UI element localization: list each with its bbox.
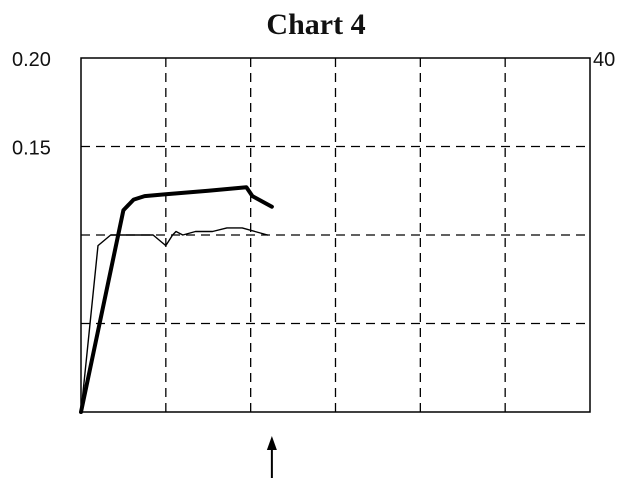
series-line-2-thin <box>80 227 269 413</box>
left-tick-label-2: 0.15 <box>12 138 51 160</box>
grid <box>81 58 590 412</box>
plot-frame <box>80 57 591 413</box>
marker-arrow <box>266 436 277 478</box>
right-tick-label-1: 40 <box>593 49 615 71</box>
left-tick-label-1: 0.20 <box>12 49 51 71</box>
series-line-1-thick <box>79 185 274 414</box>
tick-labels: 0.20 0.15 40 <box>12 49 615 160</box>
chart-title: Chart 4 <box>266 8 365 41</box>
arrow-head-icon <box>266 436 277 450</box>
series-layer <box>79 185 274 414</box>
